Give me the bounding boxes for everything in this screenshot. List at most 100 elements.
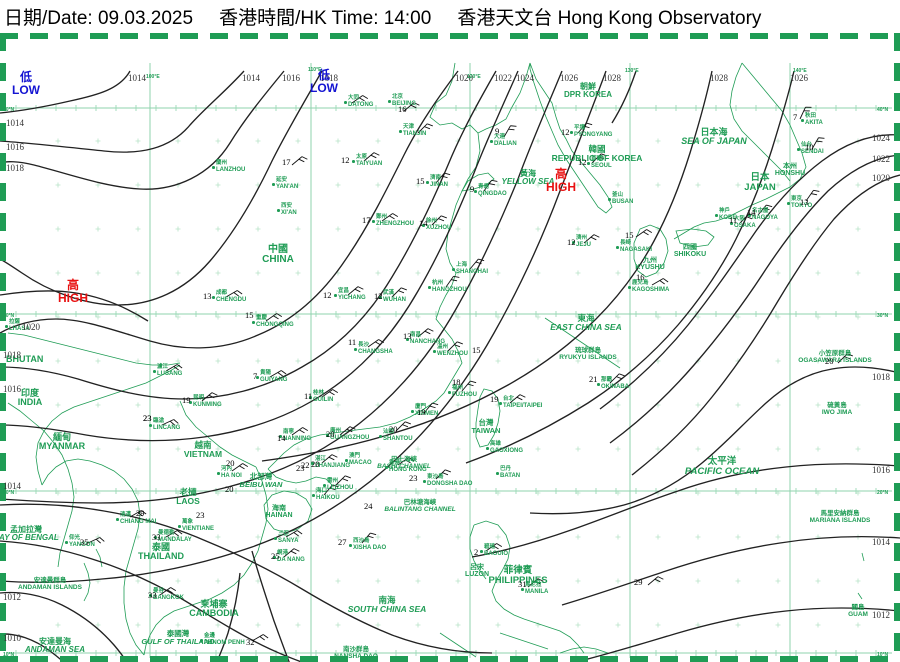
weather-map[interactable]: .gl{stroke:#b7e3c8;stroke-width:.8;fill:…: [0, 33, 900, 662]
station-dot-9: [490, 140, 493, 143]
header-date: 日期/Date: 09.03.2025: [4, 8, 194, 29]
station-dot-2: [277, 209, 280, 212]
coord-left-2: 20°N: [3, 490, 15, 496]
station-temp-5: 12: [561, 127, 570, 137]
island-label-5: 南沙群島 NANSHA DAO: [334, 646, 378, 660]
station-temp-20: 12: [323, 290, 332, 300]
city-label-31: 南昌 NANCHANG: [410, 332, 445, 345]
station-dot-50: [274, 537, 277, 540]
city-label-9: 大連 DALIAN: [494, 134, 517, 147]
station-dot-41: [379, 435, 382, 438]
city-label-48: 雷州 LEIZHOU: [327, 478, 354, 491]
station-dot-15: [628, 286, 631, 289]
isobar-label-6: 1024: [516, 73, 534, 83]
station-dot-61: [116, 518, 119, 521]
station-dot-18: [748, 214, 751, 217]
sea-label-4: 南海 SOUTH CHINA SEA: [347, 595, 427, 614]
city-label-51: 河內 HA NOI: [221, 466, 242, 479]
station-dot-14: [616, 246, 619, 249]
station-temp-46: 24: [364, 501, 373, 511]
station-dot-47: [311, 462, 314, 465]
station-dot-55: [349, 544, 352, 547]
station-dot-19: [787, 202, 790, 205]
isobar-label-17: 1014: [3, 481, 21, 491]
station-temp-14: 7: [793, 112, 798, 122]
city-label-38: 臨滄 LINCANG: [153, 418, 181, 431]
header-time: 香港時間/HK Time: 14:00: [219, 8, 432, 29]
station-temp-12: 13: [800, 197, 809, 207]
city-label-45: 那霸 OKINABA: [601, 377, 629, 390]
station-dot-64: [178, 525, 181, 528]
station-dot-11: [587, 162, 590, 165]
station-dot-34: [256, 376, 259, 379]
isobar-label-14: 1020: [22, 322, 40, 332]
station-temp-9: 16: [636, 272, 645, 282]
station-temp-22: 11: [348, 337, 357, 347]
country-label-0: 朝鮮 DPR KOREA: [563, 82, 613, 100]
isobar-label-1: 1014: [242, 73, 260, 83]
station-temp-15: 17: [282, 157, 291, 167]
station-dot-48: [323, 484, 326, 487]
station-temp-49: 33: [152, 532, 161, 542]
map-border-top: [0, 33, 900, 39]
station-temp-45: 27: [338, 537, 347, 547]
station-temp-54: 29: [634, 577, 643, 587]
map-border-bottom: [0, 656, 900, 662]
country-label-7: 老撾 LAOS: [176, 487, 200, 506]
station-temp-31: 14: [277, 433, 286, 443]
station-dot-7: [426, 181, 429, 184]
station-temp-51: 29: [136, 508, 145, 518]
city-label-15: 鹿兒島 KAGOSHIMA: [632, 280, 670, 293]
country-label-2: 日本 JAPAN: [744, 172, 776, 193]
station-temp-24: 15: [472, 345, 481, 355]
city-label-22: 鄭州 ZHENGZHOU: [376, 214, 414, 227]
station-dot-28: [334, 294, 337, 297]
station-dot-38: [149, 424, 152, 427]
station-temp-0: 16: [398, 104, 407, 114]
station-dot-52: [273, 556, 276, 559]
isobar-label-28: 1014: [872, 537, 890, 547]
city-label-3: 大同 DATONG: [348, 95, 374, 108]
station-dot-25: [428, 286, 431, 289]
station-dot-65: [5, 325, 8, 328]
city-label-30: 長沙 CHANGSHA: [358, 342, 393, 355]
station-dot-0: [212, 166, 215, 169]
city-label-17: 神戶 KOBE: [719, 208, 737, 221]
city-label-35: 桂林 GUILIN: [313, 390, 334, 403]
station-dot-36: [189, 401, 192, 404]
station-dot-10: [570, 131, 573, 134]
station-temp-50: 35: [80, 537, 89, 547]
country-label-15: 本州 HONSHU: [774, 163, 806, 178]
city-label-13: 濟州 JEJU: [576, 235, 592, 248]
city-label-34: 貴陽 GUIYANG: [260, 370, 288, 383]
station-dot-42: [411, 410, 414, 413]
graticule-crosses: [55, 138, 861, 628]
isobar-label-27: 1016: [872, 465, 890, 475]
coord-left-1: 30°N: [3, 313, 15, 319]
city-label-64: 萬象 VIENTIANE: [182, 519, 215, 532]
station-temp-53: 32: [246, 637, 255, 647]
city-label-55: 西沙島 XISHA DAO: [353, 538, 387, 551]
station-temp-34: 19: [417, 407, 426, 417]
city-label-58: 碧瑤 BAGUIO: [484, 544, 508, 557]
city-label-47: 湛江 ZHANJIANG: [315, 456, 351, 469]
coastlines: [7, 62, 865, 658]
country-label-3: 中國 CHINA: [262, 244, 294, 266]
city-label-53: 澳門 MACAO: [349, 453, 372, 466]
station-temp-40: 23: [296, 463, 305, 473]
station-dot-56: [496, 472, 499, 475]
station-dot-60: [65, 541, 68, 544]
chart-header: 日期/Date: 09.03.2025 香港時間/HK Time: 14:00 …: [0, 0, 900, 33]
island-label-3: 馬里安納群島 MARIANA ISLANDS: [809, 510, 871, 524]
isobar-label-26: 1018: [872, 372, 890, 382]
city-label-7: 濟南 JINAN: [430, 175, 449, 188]
station-temp-13: 10: [805, 142, 814, 152]
station-dot-58: [480, 550, 483, 553]
city-label-14: 長崎 NAGASAKI: [620, 240, 653, 253]
latitude-ticks: [15, 105, 877, 656]
station-dot-4: [388, 100, 391, 103]
station-temp-36: 21: [589, 374, 598, 384]
coord-top-4: 140°E: [793, 68, 807, 74]
station-dot-31: [406, 338, 409, 341]
isobar-label-19: 1010: [3, 633, 21, 643]
